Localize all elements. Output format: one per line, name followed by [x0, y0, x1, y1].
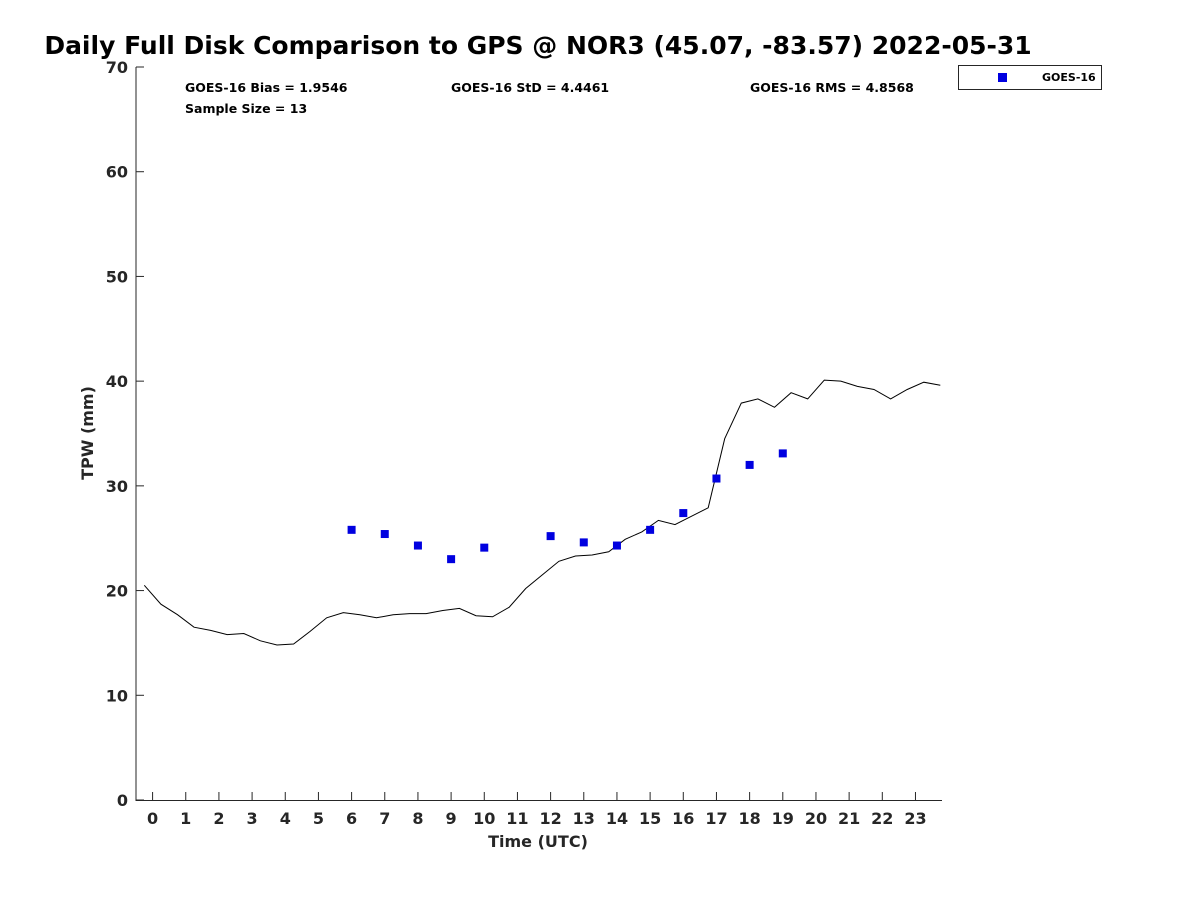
y-axis-ticks: 0 10 20 30 40 50 60 70 — [106, 58, 144, 810]
goes16-point — [579, 538, 588, 547]
goes16-point — [646, 525, 655, 534]
legend-box — [958, 65, 1102, 90]
x-tick-label: 6 — [346, 809, 357, 828]
goes16-point — [380, 530, 389, 539]
goes16-point — [347, 525, 356, 534]
x-tick-label: 13 — [573, 809, 595, 828]
bias-annotation: GOES-16 Bias = 1.9546 — [185, 80, 348, 95]
goes16-point — [745, 460, 754, 469]
gps-line-series — [143, 379, 941, 646]
y-tick-label: 50 — [106, 267, 128, 286]
plot-area — [143, 379, 941, 646]
goes16-point — [480, 543, 489, 552]
chart-title: Daily Full Disk Comparison to GPS @ NOR3… — [44, 31, 1031, 60]
goes16-point — [712, 474, 721, 483]
y-tick-label: 70 — [106, 58, 128, 77]
x-tick-label: 9 — [446, 809, 457, 828]
goes16-point — [447, 555, 456, 564]
y-axis-label: TPW (mm) — [78, 386, 97, 480]
legend-marker-goes16 — [998, 73, 1007, 82]
x-axis-label: Time (UTC) — [488, 832, 588, 851]
y-tick-label: 60 — [106, 163, 128, 182]
y-tick-label: 40 — [106, 372, 128, 391]
rms-annotation: GOES-16 RMS = 4.8568 — [750, 80, 914, 95]
sample-size-annotation: Sample Size = 13 — [185, 101, 307, 116]
x-tick-label: 1 — [180, 809, 191, 828]
x-tick-label: 8 — [412, 809, 423, 828]
y-tick-label: 30 — [106, 477, 128, 496]
x-tick-label: 5 — [313, 809, 324, 828]
goes16-point — [413, 541, 422, 550]
legend-label-goes16: GOES-16 — [1042, 71, 1096, 84]
x-tick-label: 10 — [473, 809, 495, 828]
x-tick-label: 3 — [247, 809, 258, 828]
std-annotation: GOES-16 StD = 4.4461 — [451, 80, 609, 95]
x-tick-label: 12 — [539, 809, 561, 828]
x-tick-label: 0 — [147, 809, 158, 828]
goes16-point — [679, 509, 688, 518]
x-tick-label: 18 — [738, 809, 760, 828]
legend: GOES-16 — [958, 65, 1102, 90]
x-tick-label: 4 — [280, 809, 291, 828]
x-tick-label: 22 — [871, 809, 893, 828]
goes16-point — [612, 541, 621, 550]
goes16-point — [778, 449, 787, 458]
y-tick-label: 20 — [106, 582, 128, 601]
x-tick-label: 19 — [772, 809, 794, 828]
x-tick-label: 16 — [672, 809, 694, 828]
x-tick-label: 23 — [904, 809, 926, 828]
x-tick-label: 11 — [506, 809, 528, 828]
x-tick-label: 21 — [838, 809, 860, 828]
x-tick-label: 14 — [606, 809, 628, 828]
x-tick-label: 17 — [705, 809, 727, 828]
x-axis-ticks: 0 1 2 3 4 5 6 7 8 9 10 11 12 13 14 15 16 17 18 19 20 21 22 23 — [147, 792, 927, 828]
x-tick-label: 15 — [639, 809, 661, 828]
x-tick-label: 7 — [379, 809, 390, 828]
goes16-point — [546, 532, 555, 541]
y-tick-label: 10 — [106, 686, 128, 705]
x-tick-label: 2 — [213, 809, 224, 828]
x-tick-label: 20 — [805, 809, 827, 828]
y-tick-label: 0 — [117, 791, 128, 810]
